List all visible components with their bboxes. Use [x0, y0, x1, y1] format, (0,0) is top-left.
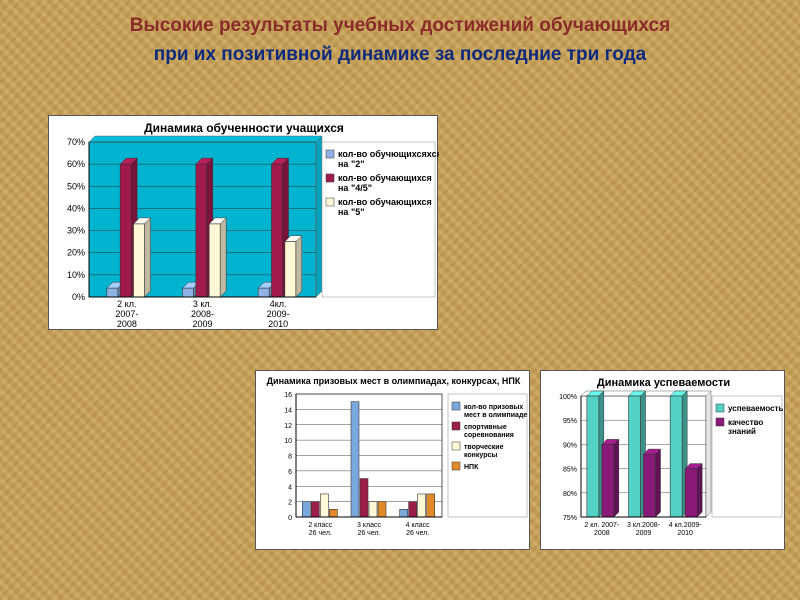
- svg-text:3 класс: 3 класс: [357, 522, 381, 529]
- svg-text:на "2": на "2": [338, 159, 364, 169]
- svg-text:на "4/5": на "4/5": [338, 183, 372, 193]
- svg-text:8: 8: [288, 454, 292, 461]
- svg-text:кол-во обучающихся: кол-во обучающихся: [338, 173, 432, 183]
- svg-text:кол-во обучющихсяхся: кол-во обучющихсяхся: [338, 149, 439, 159]
- svg-text:2009: 2009: [636, 530, 652, 537]
- chart-performance: Динамика успеваемости 75% 80% 85% 90% 95% 100%…: [540, 370, 785, 550]
- svg-text:2008: 2008: [594, 530, 610, 537]
- svg-text:75%: 75%: [563, 515, 577, 522]
- svg-text:творческие: творческие: [464, 444, 504, 451]
- svg-text:30%: 30%: [67, 226, 85, 236]
- svg-text:Динамика призовых мест в олимп: Динамика призовых мест в олимпиадах, кон…: [267, 376, 521, 386]
- svg-text:100%: 100%: [559, 394, 577, 401]
- svg-text:2009-: 2009-: [267, 309, 290, 319]
- svg-text:85%: 85%: [563, 467, 577, 474]
- svg-text:2008-: 2008-: [191, 309, 214, 319]
- svg-text:успеваемость: успеваемость: [728, 404, 784, 413]
- svg-text:2009: 2009: [192, 319, 212, 329]
- svg-text:3 кл.2008-: 3 кл.2008-: [627, 522, 661, 529]
- svg-text:соревнования: соревнования: [464, 432, 514, 439]
- svg-text:конкурсы: конкурсы: [464, 452, 497, 459]
- svg-text:80%: 80%: [563, 491, 577, 498]
- svg-text:качество: качество: [728, 418, 763, 427]
- chart-prize-places: Динамика призовых мест в олимпиадах, кон…: [255, 370, 530, 550]
- svg-text:Динамика успеваемости: Динамика успеваемости: [597, 377, 730, 389]
- svg-text:0: 0: [288, 515, 292, 522]
- svg-text:14: 14: [284, 407, 292, 414]
- svg-text:26 чел.: 26 чел.: [406, 530, 429, 537]
- svg-text:2008: 2008: [117, 319, 137, 329]
- slide-title: Высокие результаты учебных достижений об…: [40, 12, 760, 69]
- svg-text:знаний: знаний: [728, 427, 756, 436]
- svg-text:10%: 10%: [67, 270, 85, 280]
- svg-text:2: 2: [288, 500, 292, 507]
- svg-text:50%: 50%: [67, 181, 85, 191]
- svg-text:кол-во призовых: кол-во призовых: [464, 404, 523, 411]
- svg-text:2010: 2010: [677, 530, 693, 537]
- svg-text:4: 4: [288, 484, 292, 491]
- svg-text:6: 6: [288, 469, 292, 476]
- title-line1: Высокие результаты учебных достижений об…: [130, 15, 670, 36]
- svg-text:3 кл.: 3 кл.: [193, 299, 212, 309]
- svg-text:20%: 20%: [67, 248, 85, 258]
- svg-text:2007-: 2007-: [115, 309, 138, 319]
- svg-text:2 кл.: 2 кл.: [117, 299, 136, 309]
- svg-text:2010: 2010: [268, 319, 288, 329]
- svg-text:26 чел.: 26 чел.: [357, 530, 380, 537]
- svg-text:12: 12: [284, 423, 292, 430]
- svg-text:26 чел.: 26 чел.: [309, 530, 332, 537]
- svg-text:кол-во обучающихся: кол-во обучающихся: [338, 197, 432, 207]
- svg-text:10: 10: [284, 438, 292, 445]
- svg-text:4 кл.2009-: 4 кл.2009-: [669, 522, 703, 529]
- svg-text:спортивные: спортивные: [464, 424, 507, 431]
- svg-text:на "5": на "5": [338, 207, 364, 217]
- title-line2: при их позитивной динамике за последние …: [154, 44, 647, 65]
- svg-text:40%: 40%: [67, 203, 85, 213]
- svg-text:4 класс: 4 класс: [406, 522, 430, 529]
- svg-text:2 класс: 2 класс: [308, 522, 332, 529]
- chart-training-dynamics: Динамика обученности учащихся 0% 10% 20% 30%…: [48, 115, 438, 330]
- svg-text:16: 16: [284, 392, 292, 399]
- svg-text:90%: 90%: [563, 442, 577, 449]
- svg-text:Динамика обученности учащихся: Динамика обученности учащихся: [144, 121, 344, 135]
- svg-text:4кл.: 4кл.: [270, 299, 287, 309]
- svg-text:95%: 95%: [563, 418, 577, 425]
- svg-text:0%: 0%: [72, 292, 85, 302]
- svg-text:2 кл. 2007-: 2 кл. 2007-: [584, 522, 620, 529]
- svg-text:60%: 60%: [67, 159, 85, 169]
- svg-text:мест в олимпиаде: мест в олимпиаде: [464, 412, 527, 419]
- svg-text:70%: 70%: [67, 137, 85, 147]
- svg-text:НПК: НПК: [464, 464, 479, 471]
